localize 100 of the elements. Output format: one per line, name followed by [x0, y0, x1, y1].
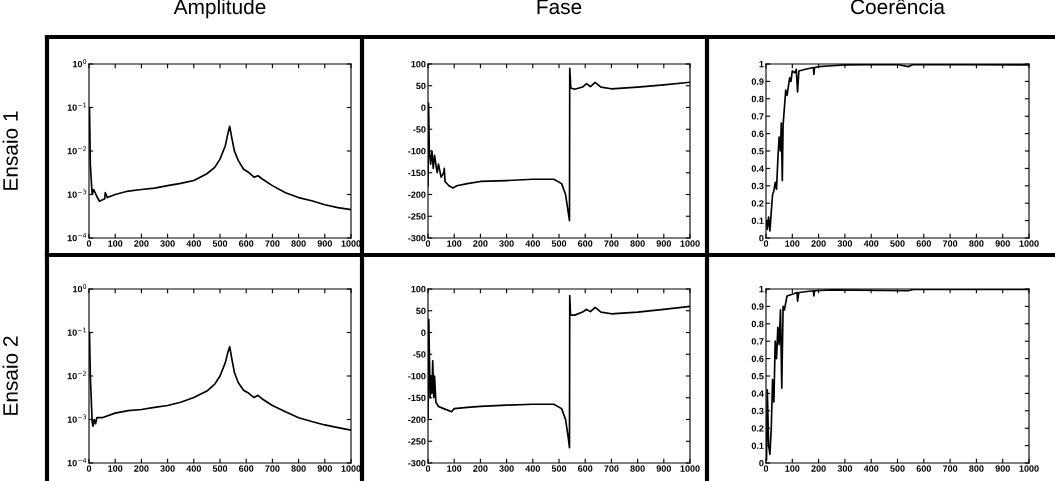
x-tick-label: 200: [811, 465, 826, 472]
x-tick-label: 300: [160, 465, 175, 472]
y-tick-label: 10$^{−4}$: [67, 458, 87, 467]
y-tick-label: 0.8: [751, 320, 764, 328]
y-tick-label: -300: [408, 459, 426, 467]
y-tick-label: 10$^{−4}$: [67, 233, 87, 242]
y-tick-label: 0.7: [751, 338, 764, 345]
y-tick-label: -250: [408, 213, 426, 220]
x-tick-label: 700: [604, 465, 619, 472]
x-tick-label: 800: [630, 240, 645, 247]
x-tick-label: 300: [499, 240, 514, 247]
y-tick-label: 0.5: [751, 147, 764, 155]
x-tick-label: 400: [525, 465, 540, 472]
y-tick-label: 50: [416, 82, 426, 90]
x-tick-label: 600: [916, 465, 931, 472]
x-tick-label: 100: [785, 465, 800, 472]
y-tick-label: 10$^{−2}$: [67, 146, 86, 155]
x-tick-label: 700: [942, 240, 958, 247]
x-tick-label: 400: [863, 240, 879, 247]
x-tick-label: 600: [239, 240, 254, 247]
y-tick-label: -50: [413, 351, 426, 358]
y-tick-label: 10$^{−2}$: [67, 371, 86, 380]
x-tick-label: 200: [473, 240, 488, 247]
x-tick-label: 700: [265, 465, 280, 472]
y-tick-label: 0.4: [751, 165, 764, 172]
y-tick-label: 10$^{−1}$: [67, 327, 87, 336]
y-tick-label: 50: [416, 307, 426, 315]
y-tick-label: 0.2: [751, 200, 764, 207]
y-tick-label: 0: [421, 329, 426, 336]
x-tick-label: 700: [265, 240, 280, 247]
y-tick-label: 0.1: [751, 217, 764, 224]
y-tick-label: 10$^{0}$: [73, 284, 87, 293]
y-tick-label: 1: [759, 61, 764, 68]
x-tick-label: 200: [134, 240, 149, 247]
x-tick-label: 0: [86, 465, 92, 472]
x-tick-label: 1000: [680, 465, 700, 472]
x-tick-label: 500: [890, 465, 905, 472]
x-tick-label: 900: [317, 465, 332, 472]
y-tick-label: 0: [759, 459, 764, 467]
x-tick-label: 1000: [1019, 465, 1039, 472]
x-tick-label: 500: [212, 240, 228, 247]
x-tick-label: 300: [499, 465, 514, 472]
x-tick-label: 100: [447, 465, 462, 472]
y-tick-label: -150: [408, 394, 426, 402]
y-tick-label: -50: [413, 126, 426, 133]
x-tick-label: 500: [212, 465, 228, 472]
x-tick-label: 800: [630, 465, 645, 472]
y-tick-label: 0.3: [751, 182, 764, 190]
x-tick-label: 100: [785, 240, 800, 247]
x-tick-label: 1000: [680, 240, 700, 247]
x-tick-label: 900: [995, 465, 1010, 472]
x-tick-label: 500: [551, 240, 567, 247]
x-tick-label: 300: [837, 240, 853, 247]
x-tick-label: 500: [890, 240, 905, 247]
x-tick-label: 900: [656, 240, 671, 247]
y-tick-label: 10$^{0}$: [73, 59, 87, 68]
x-tick-label: 100: [108, 240, 123, 247]
y-tick-label: 0.5: [751, 372, 764, 380]
y-tick-label: 10$^{−3}$: [67, 189, 87, 198]
x-tick-label: 600: [239, 465, 254, 472]
x-tick-label: 700: [604, 240, 619, 247]
x-tick-label: 900: [317, 240, 332, 247]
x-tick-label: 400: [186, 465, 201, 472]
x-tick-label: 200: [134, 465, 149, 472]
y-tick-label: 0.2: [751, 425, 764, 432]
y-tick-label: -200: [408, 416, 426, 423]
y-tick-label: 1: [759, 286, 764, 293]
y-tick-label: 0.9: [751, 303, 764, 310]
x-tick-label: 300: [160, 240, 175, 247]
x-tick-label: 600: [578, 240, 593, 247]
y-tick-label: 10$^{−3}$: [67, 414, 87, 423]
x-tick-label: 1000: [341, 240, 361, 247]
x-tick-label: 200: [473, 465, 488, 472]
x-tick-label: 400: [186, 240, 201, 247]
x-tick-label: 500: [551, 465, 567, 472]
y-tick-label: 0.6: [751, 130, 764, 137]
x-tick-label: 100: [447, 240, 462, 247]
x-tick-label: 900: [995, 240, 1010, 247]
y-tick-label: 100: [411, 285, 426, 293]
y-tick-label: 0.8: [751, 95, 764, 103]
y-tick-label: -250: [408, 438, 426, 445]
x-tick-label: 600: [578, 465, 593, 472]
x-tick-label: 600: [916, 240, 931, 247]
y-tick-label: 0.4: [751, 390, 764, 397]
y-tick-label: -200: [408, 191, 426, 198]
y-tick-label: 0: [421, 104, 426, 111]
x-tick-label: 1000: [341, 465, 361, 472]
x-tick-label: 300: [837, 465, 853, 472]
x-tick-label: 400: [863, 465, 879, 472]
y-tick-label: 0.1: [751, 442, 764, 449]
x-tick-label: 800: [291, 240, 306, 247]
y-tick-label: 0.6: [751, 355, 764, 362]
x-tick-label: 800: [969, 240, 984, 247]
x-tick-label: 100: [108, 465, 123, 472]
x-tick-label: 0: [86, 240, 92, 247]
x-tick-label: 1000: [1019, 240, 1039, 247]
x-tick-label: 900: [656, 465, 671, 472]
y-tick-label: 0.7: [751, 113, 764, 120]
y-tick-label: 100: [411, 60, 426, 68]
x-tick-label: 700: [942, 465, 958, 472]
